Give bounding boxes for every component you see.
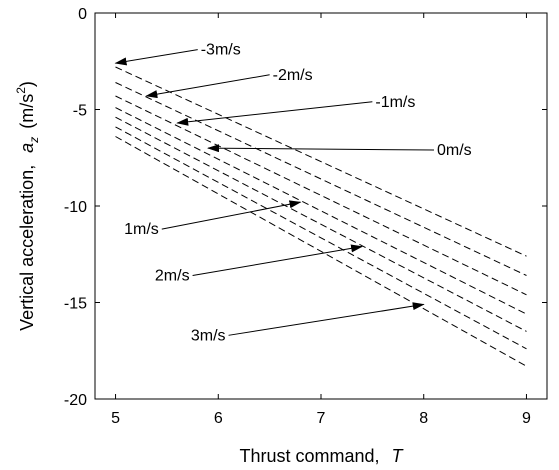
y-axis-label-text: Vertical acceleration, — [17, 165, 37, 331]
annotation-layer: -3m/s -2m/s -1m/s 0m/s 1m/s 2m/s 3m/s — [114, 42, 472, 344]
series-line-2 — [115, 82, 527, 276]
annotation-label-6: 2m/s — [155, 267, 190, 284]
x-tick-label-3: 7 — [317, 410, 326, 427]
annotation-arrow-4 — [207, 144, 435, 153]
y-axis-label-subscript: z — [27, 137, 41, 144]
annotation-arrow-3 — [176, 101, 373, 126]
y-tick-label-3: -10 — [64, 199, 87, 216]
x-axis-label-symbol: T — [392, 446, 405, 466]
x-tick-label-2: 6 — [214, 410, 223, 427]
y-tick-label-2: -5 — [73, 103, 87, 120]
annotation-arrow-2 — [145, 74, 270, 99]
x-tick-label-4: 8 — [419, 410, 428, 427]
y-axis-label-unit-sup: 2 — [14, 87, 28, 94]
series-line-1 — [115, 66, 527, 257]
y-axis-label: Vertical acceleration, az (m/s2) — [14, 81, 41, 331]
annotation-label-1: -3m/s — [201, 42, 241, 59]
annotation-label-3: -1m/s — [375, 94, 415, 111]
x-tick-label-5: 9 — [522, 410, 531, 427]
y-tick-label-5: -20 — [64, 392, 87, 409]
series-line-6 — [115, 126, 527, 350]
annotation-arrow-1 — [114, 49, 198, 66]
y-axis-label-unit-open: (m/s — [17, 94, 37, 129]
y-tick-label-4: -15 — [64, 296, 87, 313]
tick-layer: 5 6 7 8 9 0 -5 -10 -15 -20 — [64, 6, 547, 427]
series-line-3 — [115, 95, 527, 296]
annotation-label-5: 1m/s — [124, 221, 159, 238]
series-layer — [115, 66, 527, 367]
x-tick-label-1: 5 — [111, 410, 120, 427]
annotation-label-2: -2m/s — [273, 67, 313, 84]
annotation-arrow-7 — [228, 302, 425, 336]
x-axis-label-text: Thrust command, — [239, 446, 379, 466]
annotation-arrow-5 — [161, 200, 302, 230]
series-line-7 — [115, 136, 527, 367]
annotation-label-4: 0m/s — [437, 142, 472, 159]
x-axis-label: Thrust command, T — [239, 446, 404, 466]
y-tick-label-1: 0 — [78, 6, 87, 23]
plot-area — [95, 13, 547, 399]
y-axis-label-symbol: a — [17, 143, 37, 153]
y-axis-label-unit-close: ) — [17, 81, 37, 87]
annotation-label-7: 3m/s — [191, 327, 226, 344]
series-line-5 — [115, 116, 527, 332]
annotation-arrow-6 — [192, 244, 364, 276]
